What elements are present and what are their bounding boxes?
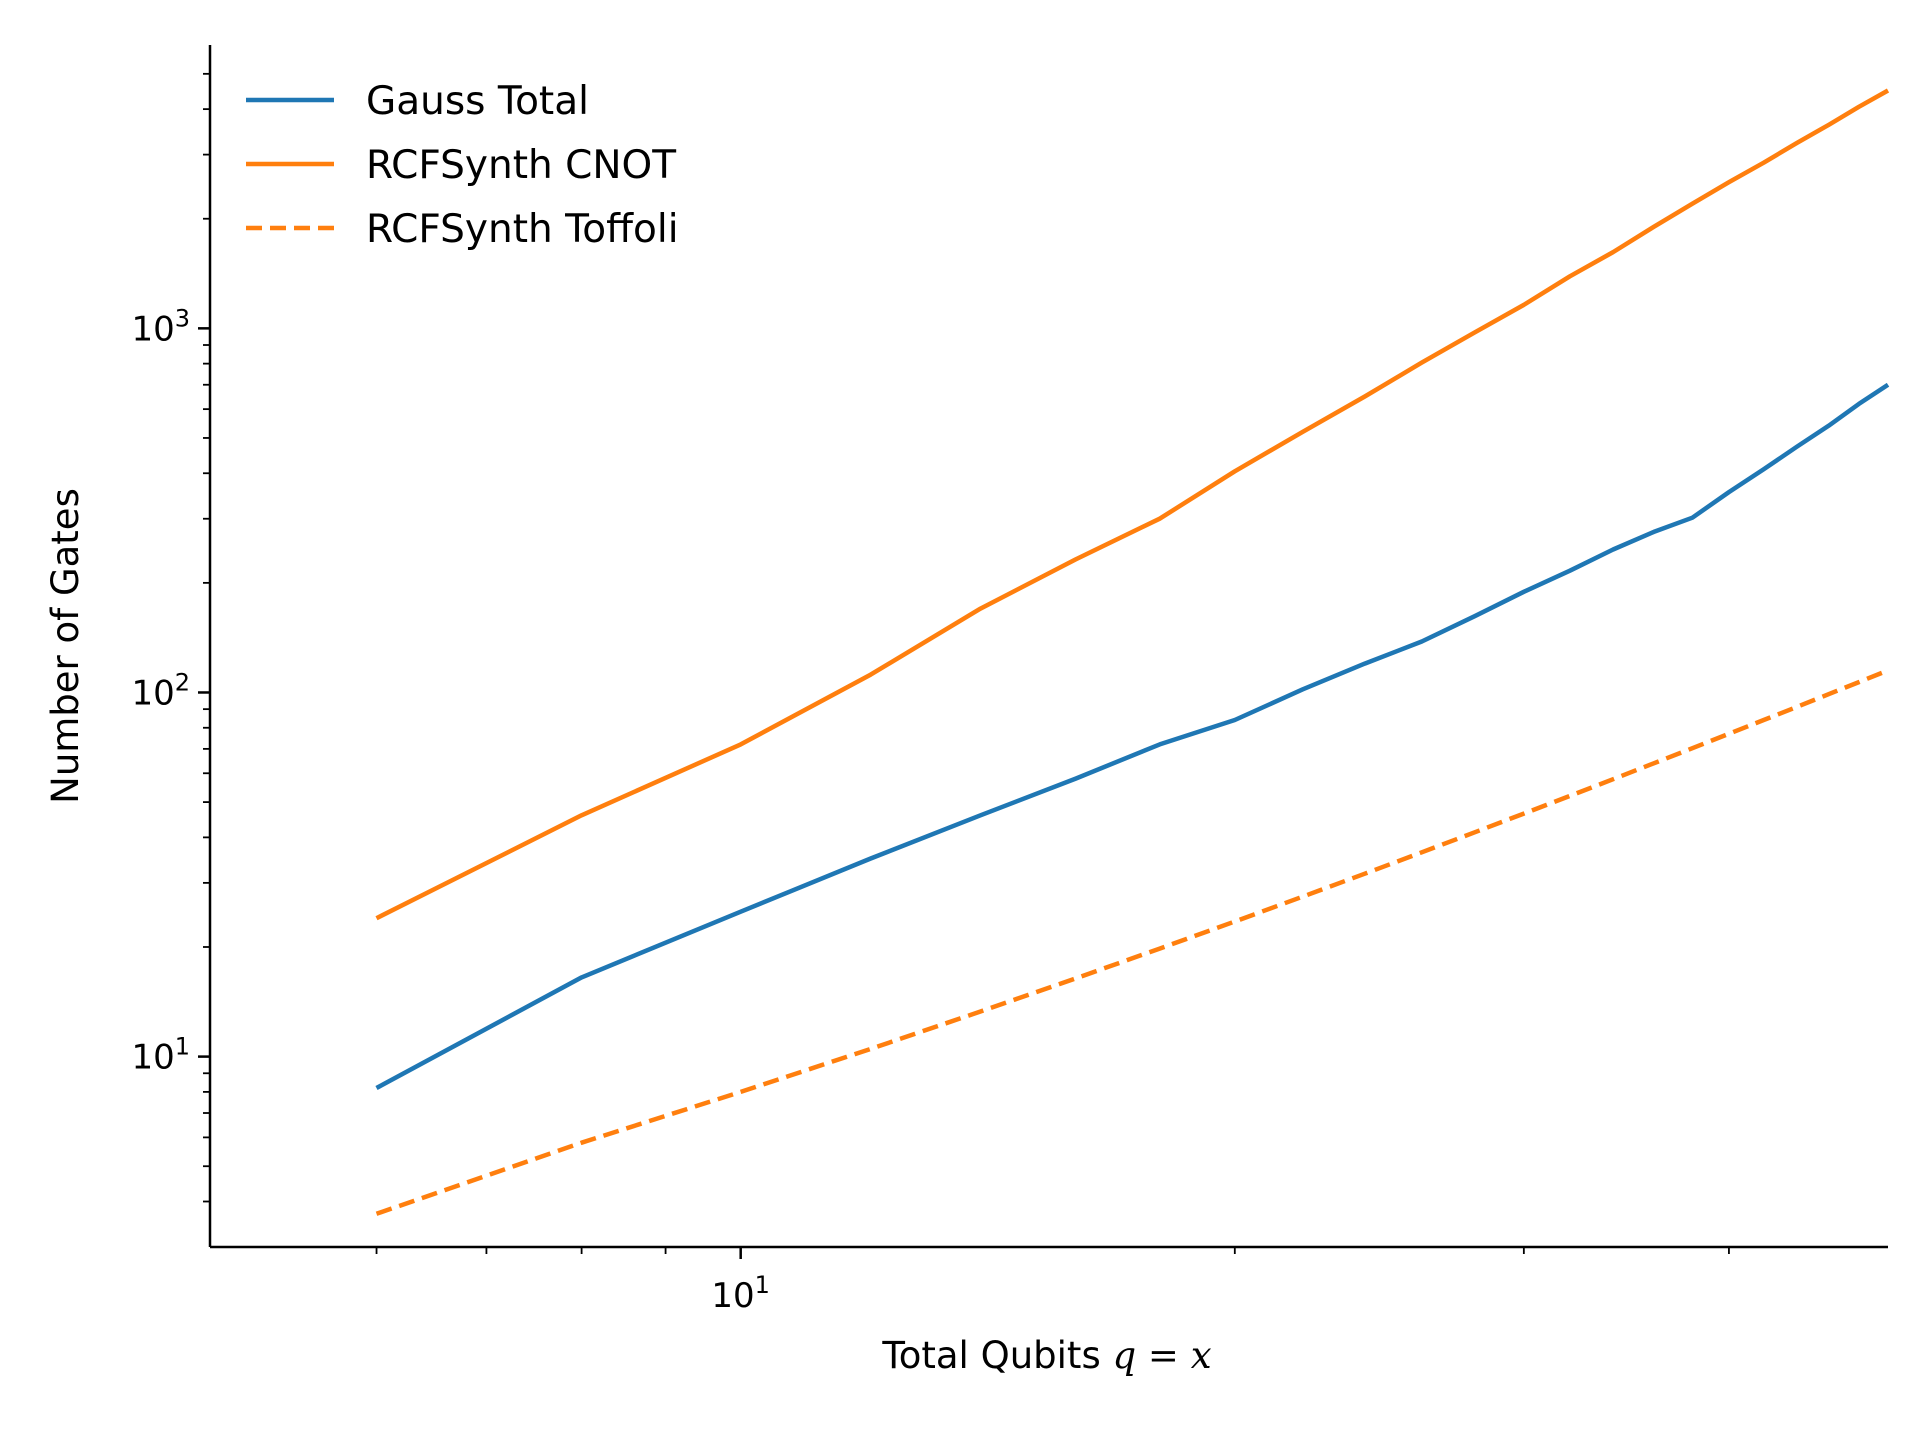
x-axis-label-prefix: Total Qubits xyxy=(881,1334,1112,1377)
plot-area xyxy=(375,88,1890,1216)
y-tick-label-1: 101 xyxy=(131,1033,190,1078)
series-line-3 xyxy=(375,668,1889,1216)
legend: Gauss Total RCFSynth CNOT RCFSynth Toffoli xyxy=(246,79,679,252)
x-tick-label-1: 101 xyxy=(711,1271,770,1316)
y-tick-label-2: 102 xyxy=(131,668,190,713)
legend-label-3: RCFSynth Toffoli xyxy=(366,207,679,252)
x-axis-label-math: q = x xyxy=(1112,1334,1211,1377)
axes xyxy=(208,45,1888,1249)
y-axis-label: Number of Gates xyxy=(44,488,87,804)
axis-labels: Total Qubits q = x Number of Gates xyxy=(44,488,1212,1377)
legend-label-1: Gauss Total xyxy=(366,79,589,124)
ticks: 101 101 102 103 xyxy=(131,72,1730,1316)
legend-label-2: RCFSynth CNOT xyxy=(366,143,676,188)
x-axis-label: Total Qubits q = x xyxy=(881,1334,1211,1377)
y-tick-label-3: 103 xyxy=(131,304,190,349)
series-line-1 xyxy=(375,382,1890,1090)
series-line-2 xyxy=(375,88,1890,921)
